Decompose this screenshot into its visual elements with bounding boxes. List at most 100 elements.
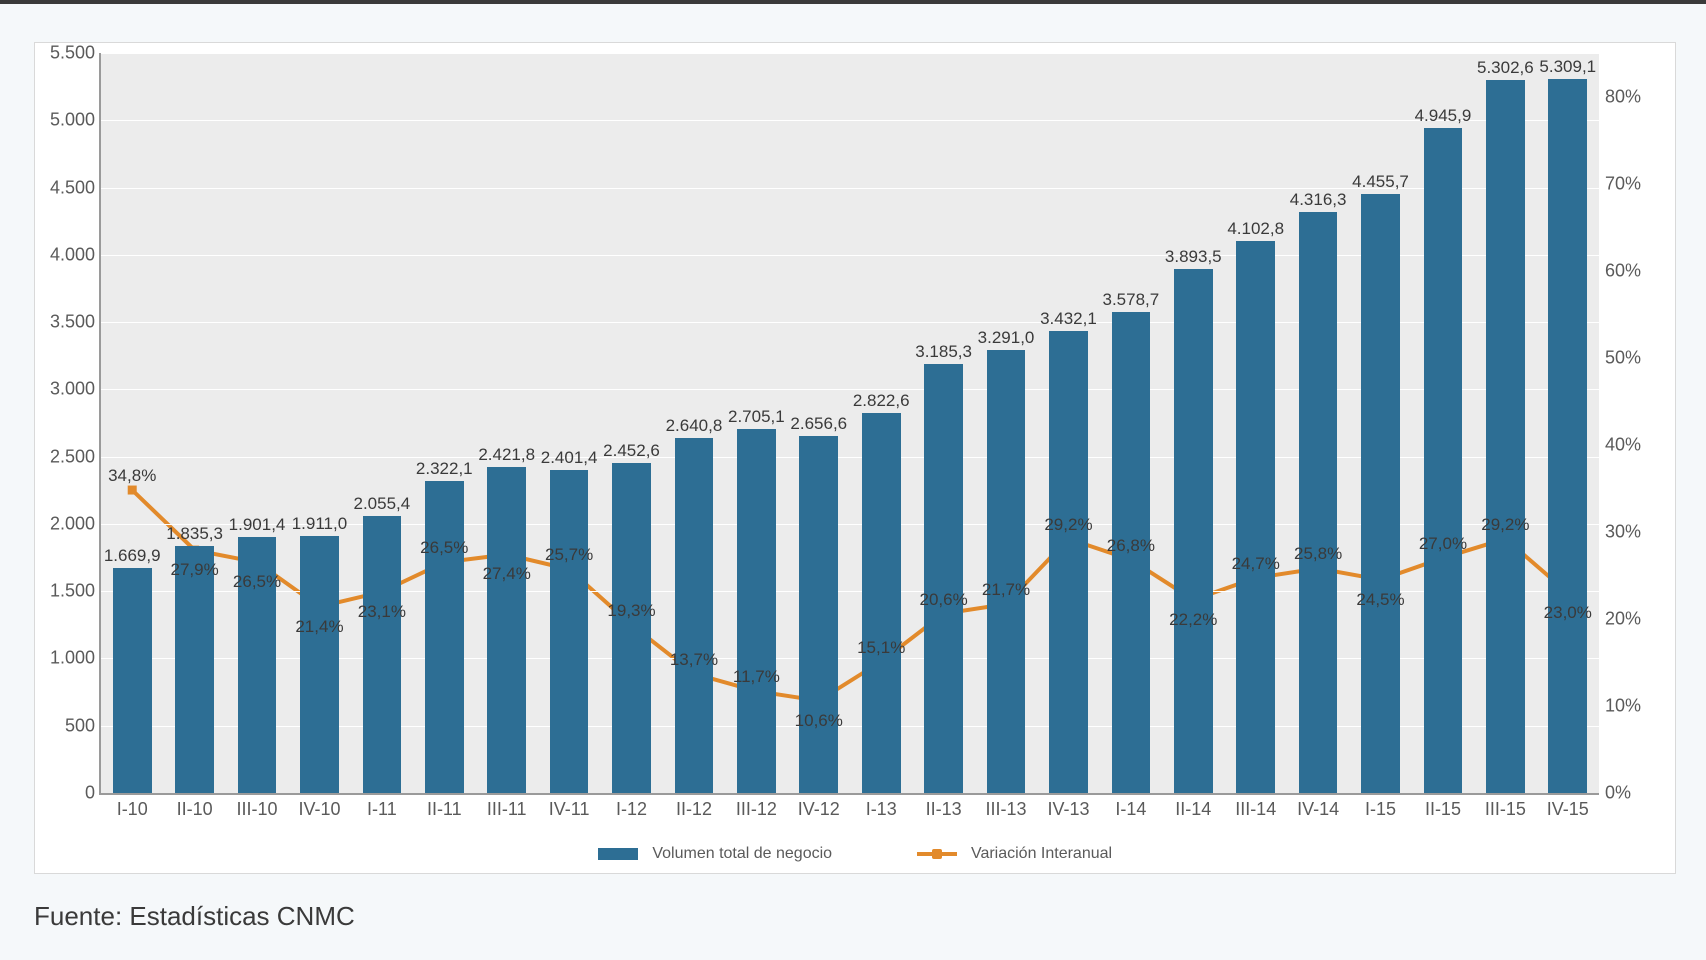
- y1-tick-label: 0: [37, 783, 95, 804]
- x-tick-label: II-10: [177, 799, 213, 820]
- line-value-label: 24,5%: [1356, 590, 1404, 610]
- y2-tick-label: 20%: [1605, 608, 1663, 629]
- x-tick-label: II-11: [427, 799, 462, 820]
- line-value-label: 10,6%: [795, 711, 843, 731]
- bar-value-label: 1.835,3: [166, 524, 223, 544]
- x-tick-label: I-13: [866, 799, 897, 820]
- bar-value-label: 4.102,8: [1227, 219, 1284, 239]
- y2-tick-label: 50%: [1605, 347, 1663, 368]
- bar-value-label: 5.302,6: [1477, 58, 1534, 78]
- bar-value-label: 5.309,1: [1539, 57, 1596, 77]
- bar-value-label: 2.656,6: [790, 414, 847, 434]
- legend-swatch-bar: [598, 848, 638, 860]
- x-tick-label: IV-10: [298, 799, 340, 820]
- x-tick-label: IV-15: [1547, 799, 1589, 820]
- bar-value-label: 2.401,4: [541, 448, 598, 468]
- bar-value-label: 2.322,1: [416, 459, 473, 479]
- line-value-label: 26,8%: [1107, 536, 1155, 556]
- bar: [175, 546, 214, 793]
- line-value-label: 21,7%: [982, 580, 1030, 600]
- bar-value-label: 3.432,1: [1040, 309, 1097, 329]
- x-tick-label: I-12: [616, 799, 647, 820]
- y1-tick-label: 1.000: [37, 648, 95, 669]
- bar: [550, 470, 589, 793]
- line-value-label: 27,0%: [1419, 534, 1467, 554]
- bar: [675, 438, 714, 793]
- x-tick-label: II-14: [1175, 799, 1211, 820]
- y2-tick-label: 0%: [1605, 783, 1663, 804]
- y2-tick-label: 80%: [1605, 86, 1663, 107]
- gridline: [101, 120, 1599, 121]
- line-value-label: 20,6%: [920, 590, 968, 610]
- bar-value-label: 2.452,6: [603, 441, 660, 461]
- gridline: [101, 53, 1599, 54]
- bar: [612, 463, 651, 793]
- line-value-label: 27,9%: [171, 560, 219, 580]
- x-tick-label: IV-11: [549, 799, 590, 820]
- y2-tick-label: 60%: [1605, 260, 1663, 281]
- legend-item-bars: Volumen total de negocio: [598, 845, 832, 863]
- legend-item-line: Variación Interanual: [917, 845, 1113, 863]
- x-tick-label: IV-13: [1047, 799, 1089, 820]
- bar-value-label: 3.578,7: [1103, 290, 1160, 310]
- bar-value-label: 2.822,6: [853, 391, 910, 411]
- line-value-label: 25,8%: [1294, 544, 1342, 564]
- top-rule: [0, 0, 1706, 4]
- x-tick-label: IV-14: [1297, 799, 1339, 820]
- bar-value-label: 3.291,0: [978, 328, 1035, 348]
- x-tick-label: II-13: [926, 799, 962, 820]
- line-value-label: 26,5%: [420, 538, 468, 558]
- bar-value-label: 3.185,3: [915, 342, 972, 362]
- line-value-label: 26,5%: [233, 572, 281, 592]
- x-tick-label: II-15: [1425, 799, 1461, 820]
- line-value-label: 29,2%: [1481, 515, 1529, 535]
- bar-value-label: 4.316,3: [1290, 190, 1347, 210]
- bar-value-label: 1.911,0: [292, 514, 347, 534]
- bar-value-label: 2.640,8: [666, 416, 723, 436]
- line-value-label: 23,1%: [358, 602, 406, 622]
- y1-tick-label: 5.500: [37, 43, 95, 64]
- line-value-label: 11,7%: [733, 667, 780, 687]
- bar: [1174, 269, 1213, 793]
- x-tick-label: I-15: [1365, 799, 1396, 820]
- bar: [1299, 212, 1338, 793]
- bar: [862, 413, 901, 793]
- bar: [487, 467, 526, 793]
- line-value-label: 29,2%: [1044, 515, 1092, 535]
- bar-value-label: 1.669,9: [104, 546, 161, 566]
- y1-tick-label: 3.500: [37, 312, 95, 333]
- y2-tick-label: 40%: [1605, 434, 1663, 455]
- x-tick-label: III-13: [986, 799, 1027, 820]
- x-tick-label: I-14: [1115, 799, 1146, 820]
- bar: [363, 516, 402, 793]
- line-value-label: 34,8%: [108, 466, 156, 486]
- bar: [799, 436, 838, 793]
- x-tick-label: III-15: [1485, 799, 1526, 820]
- x-tick-label: III-14: [1235, 799, 1276, 820]
- bar-value-label: 2.055,4: [354, 494, 411, 514]
- bar: [1548, 79, 1587, 793]
- bar: [300, 536, 339, 793]
- x-tick-label: III-10: [237, 799, 278, 820]
- x-tick-label: I-10: [117, 799, 148, 820]
- bar: [425, 481, 464, 793]
- bar: [1049, 331, 1088, 793]
- line-value-label: 25,7%: [545, 545, 593, 565]
- y1-tick-label: 500: [37, 715, 95, 736]
- line-value-label: 15,1%: [857, 638, 905, 658]
- bar-value-label: 4.455,7: [1352, 172, 1409, 192]
- x-tick-label: III-11: [487, 799, 527, 820]
- bar-value-label: 1.901,4: [229, 515, 286, 535]
- bar: [113, 568, 152, 793]
- chart-legend: Volumen total de negocio Variación Inter…: [35, 845, 1675, 863]
- source-label: Fuente: Estadísticas CNMC: [34, 901, 355, 932]
- line-value-label: 19,3%: [607, 601, 655, 621]
- y1-tick-label: 2.500: [37, 446, 95, 467]
- y2-tick-label: 70%: [1605, 173, 1663, 194]
- bar: [1236, 241, 1275, 793]
- line-value-label: 13,7%: [670, 650, 718, 670]
- line-value-label: 22,2%: [1169, 610, 1217, 630]
- y1-tick-label: 5.000: [37, 110, 95, 131]
- bar: [1424, 128, 1463, 793]
- chart-panel: 05001.0001.5002.0002.5003.0003.5004.0004…: [34, 42, 1676, 874]
